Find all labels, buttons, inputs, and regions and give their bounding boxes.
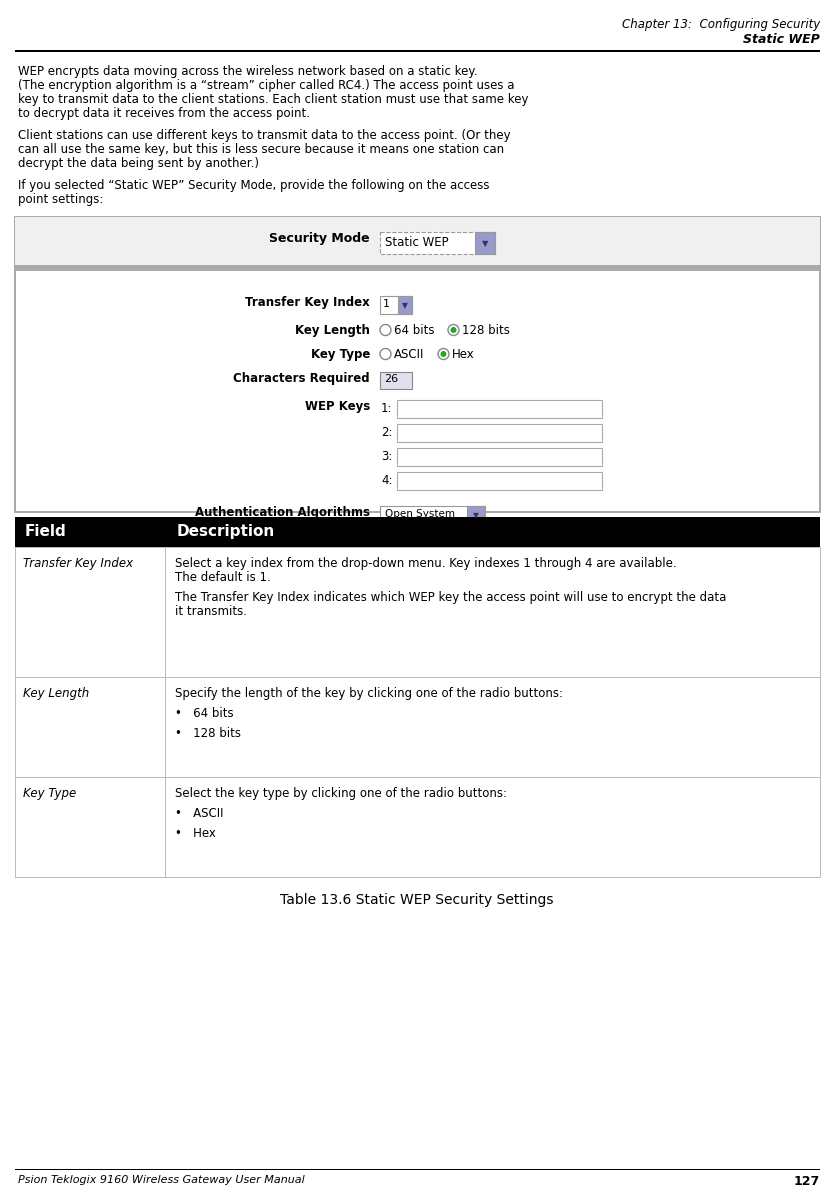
Text: Select the key type by clicking one of the radio buttons:: Select the key type by clicking one of t… bbox=[175, 786, 507, 800]
Text: Specify the length of the key by clicking one of the radio buttons:: Specify the length of the key by clickin… bbox=[175, 687, 563, 700]
Text: decrypt the data being sent by another.): decrypt the data being sent by another.) bbox=[18, 157, 259, 170]
Text: 1:: 1: bbox=[381, 402, 392, 415]
Text: Transfer Key Index: Transfer Key Index bbox=[23, 557, 133, 570]
Bar bbox=[397, 472, 602, 490]
Text: 26: 26 bbox=[384, 373, 398, 384]
Text: 128 bits: 128 bits bbox=[462, 324, 510, 338]
Bar bbox=[380, 372, 412, 389]
Text: If you selected “Static WEP” Security Mode, provide the following on the access: If you selected “Static WEP” Security Mo… bbox=[18, 180, 489, 192]
Text: point settings:: point settings: bbox=[18, 193, 104, 206]
Text: 127: 127 bbox=[794, 1175, 820, 1187]
Text: Key Length: Key Length bbox=[295, 324, 370, 338]
Text: Transfer Key Index: Transfer Key Index bbox=[245, 296, 370, 309]
Text: The Transfer Key Index indicates which WEP key the access point will use to encr: The Transfer Key Index indicates which W… bbox=[175, 591, 726, 604]
Bar bbox=[15, 517, 820, 547]
Text: •   128 bits: • 128 bits bbox=[175, 727, 241, 740]
Text: ▼: ▼ bbox=[482, 239, 488, 248]
Text: Select a key index from the drop-down menu. Key indexes 1 through 4 are availabl: Select a key index from the drop-down me… bbox=[175, 557, 676, 570]
Text: Key Length: Key Length bbox=[23, 687, 89, 700]
Text: The default is 1.: The default is 1. bbox=[175, 571, 271, 584]
Text: Static WEP: Static WEP bbox=[743, 34, 820, 45]
Bar bbox=[475, 232, 495, 254]
Text: 2:: 2: bbox=[381, 426, 392, 439]
Text: •   64 bits: • 64 bits bbox=[175, 707, 234, 721]
Circle shape bbox=[451, 327, 457, 333]
Text: Chapter 13:  Configuring Security: Chapter 13: Configuring Security bbox=[622, 18, 820, 31]
Text: 3:: 3: bbox=[381, 450, 392, 463]
Text: key to transmit data to the client stations. Each client station must use that s: key to transmit data to the client stati… bbox=[18, 93, 529, 107]
Text: ASCII: ASCII bbox=[394, 348, 424, 361]
Text: Security Mode: Security Mode bbox=[270, 232, 370, 245]
Bar bbox=[15, 217, 820, 512]
Text: ▼: ▼ bbox=[402, 300, 408, 310]
Circle shape bbox=[380, 324, 391, 335]
Text: WEP Keys: WEP Keys bbox=[305, 400, 370, 413]
Bar bbox=[15, 50, 820, 51]
Text: can all use the same key, but this is less secure because it means one station c: can all use the same key, but this is le… bbox=[18, 142, 504, 156]
Text: Characters Required: Characters Required bbox=[233, 372, 370, 385]
Bar bbox=[397, 400, 602, 418]
Bar bbox=[380, 232, 495, 254]
Text: 4:: 4: bbox=[381, 474, 392, 487]
Text: it transmits.: it transmits. bbox=[175, 604, 247, 618]
Circle shape bbox=[441, 351, 447, 357]
Text: 1: 1 bbox=[383, 299, 390, 309]
Text: 64 bits: 64 bits bbox=[394, 324, 434, 338]
Circle shape bbox=[448, 324, 459, 335]
Text: Key Type: Key Type bbox=[23, 786, 76, 800]
Text: Client stations can use different keys to transmit data to the access point. (Or: Client stations can use different keys t… bbox=[18, 129, 511, 142]
Text: •   Hex: • Hex bbox=[175, 827, 216, 840]
Bar bbox=[15, 678, 820, 777]
Bar bbox=[380, 506, 485, 525]
Bar bbox=[15, 777, 820, 877]
Text: Table 13.6 Static WEP Security Settings: Table 13.6 Static WEP Security Settings bbox=[281, 893, 554, 907]
Bar bbox=[15, 217, 820, 265]
Bar bbox=[397, 448, 602, 466]
Circle shape bbox=[380, 348, 391, 359]
Text: Open System: Open System bbox=[385, 509, 455, 519]
Text: Field: Field bbox=[25, 524, 67, 539]
Text: Key Type: Key Type bbox=[311, 348, 370, 361]
Bar bbox=[467, 506, 485, 525]
Text: Authentication Algorithms: Authentication Algorithms bbox=[195, 506, 370, 519]
Bar bbox=[380, 296, 412, 314]
Text: to decrypt data it receives from the access point.: to decrypt data it receives from the acc… bbox=[18, 107, 310, 120]
Text: WEP encrypts data moving across the wireless network based on a static key.: WEP encrypts data moving across the wire… bbox=[18, 65, 478, 78]
Text: ▼: ▼ bbox=[473, 511, 479, 519]
Text: (The encryption algorithm is a “stream” cipher called RC4.) The access point use: (The encryption algorithm is a “stream” … bbox=[18, 79, 514, 92]
Circle shape bbox=[438, 348, 449, 359]
Text: •   ASCII: • ASCII bbox=[175, 807, 224, 820]
Text: Hex: Hex bbox=[452, 348, 475, 361]
Bar bbox=[397, 424, 602, 442]
Text: Description: Description bbox=[177, 524, 276, 539]
Bar bbox=[15, 265, 820, 271]
Bar bbox=[15, 547, 820, 678]
Text: Psion Teklogix 9160 Wireless Gateway User Manual: Psion Teklogix 9160 Wireless Gateway Use… bbox=[18, 1175, 305, 1185]
Text: Static WEP: Static WEP bbox=[385, 236, 448, 249]
Bar bbox=[398, 296, 412, 314]
